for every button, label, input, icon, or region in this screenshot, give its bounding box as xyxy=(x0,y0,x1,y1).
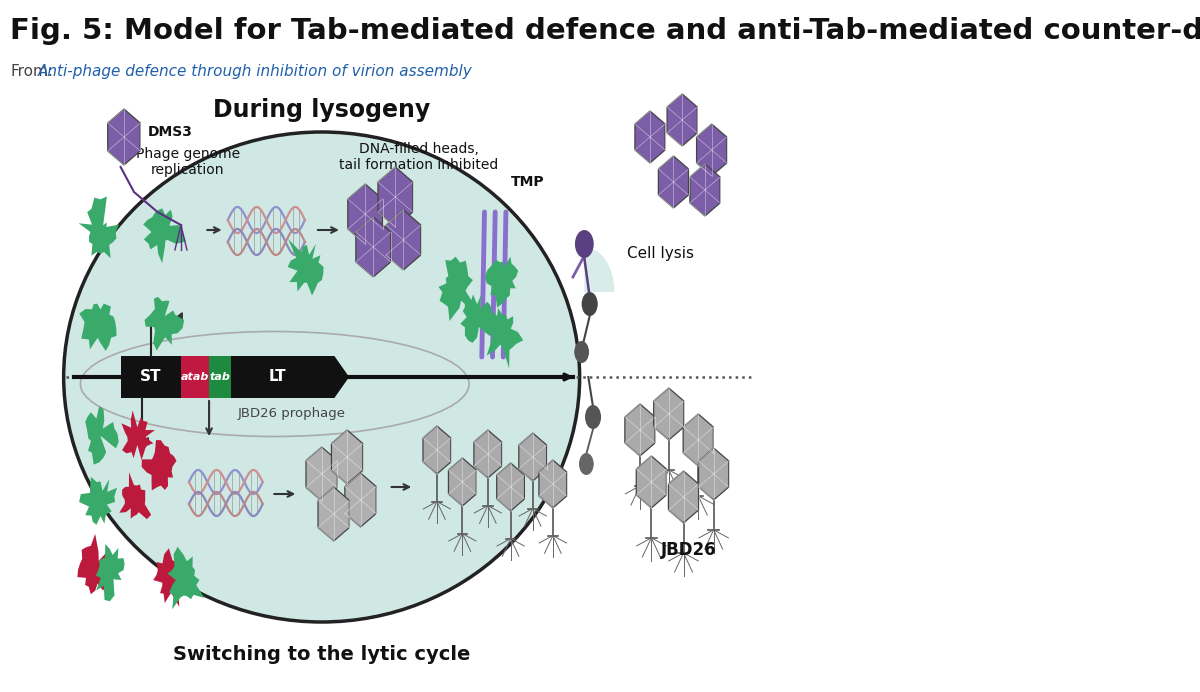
Polygon shape xyxy=(288,239,324,295)
Polygon shape xyxy=(449,458,476,506)
Text: DNA-filled heads,
tail formation inhibited: DNA-filled heads, tail formation inhibit… xyxy=(340,142,498,172)
Polygon shape xyxy=(168,547,204,610)
Polygon shape xyxy=(344,473,376,527)
Polygon shape xyxy=(486,308,523,369)
Text: Anti-phage defence through inhibition of virion assembly: Anti-phage defence through inhibition of… xyxy=(37,64,473,79)
Text: Fig. 5: Model for Tab-mediated defence and anti-Tab-mediated counter-defence.: Fig. 5: Model for Tab-mediated defence a… xyxy=(10,17,1200,45)
Polygon shape xyxy=(625,404,655,456)
Circle shape xyxy=(578,453,594,475)
Polygon shape xyxy=(386,210,421,270)
Polygon shape xyxy=(635,111,665,163)
Wedge shape xyxy=(584,247,614,292)
Text: JBD26 prophage: JBD26 prophage xyxy=(238,408,346,421)
Text: From:: From: xyxy=(10,64,53,79)
Polygon shape xyxy=(356,217,391,277)
Polygon shape xyxy=(119,472,151,519)
Ellipse shape xyxy=(64,132,580,622)
Circle shape xyxy=(575,341,589,363)
Polygon shape xyxy=(497,463,524,511)
Text: Phage genome
replication: Phage genome replication xyxy=(136,147,240,177)
Polygon shape xyxy=(696,124,727,176)
Polygon shape xyxy=(668,471,698,523)
Text: JBD26: JBD26 xyxy=(661,541,716,559)
Polygon shape xyxy=(474,430,502,478)
FancyBboxPatch shape xyxy=(209,356,230,398)
FancyBboxPatch shape xyxy=(181,356,209,398)
Polygon shape xyxy=(698,448,728,500)
Polygon shape xyxy=(636,456,666,508)
Polygon shape xyxy=(121,410,155,460)
Polygon shape xyxy=(143,208,186,263)
Polygon shape xyxy=(683,414,713,466)
Polygon shape xyxy=(378,167,413,227)
Polygon shape xyxy=(144,297,184,351)
Text: tab: tab xyxy=(209,372,230,382)
Polygon shape xyxy=(318,487,349,541)
Text: LT: LT xyxy=(269,370,286,385)
Circle shape xyxy=(575,230,594,258)
Polygon shape xyxy=(79,197,119,258)
Circle shape xyxy=(582,292,598,316)
Polygon shape xyxy=(77,534,114,594)
Text: DMS3: DMS3 xyxy=(148,125,192,139)
Polygon shape xyxy=(79,477,118,525)
Polygon shape xyxy=(306,447,337,501)
Polygon shape xyxy=(85,406,119,464)
Polygon shape xyxy=(348,184,383,244)
Polygon shape xyxy=(461,295,498,343)
Text: atab: atab xyxy=(181,372,209,382)
Polygon shape xyxy=(654,388,684,440)
Polygon shape xyxy=(331,430,362,484)
Polygon shape xyxy=(485,257,518,308)
FancyArrow shape xyxy=(230,356,349,398)
Text: TMP: TMP xyxy=(511,175,545,189)
Polygon shape xyxy=(142,440,176,491)
Polygon shape xyxy=(439,257,473,321)
FancyBboxPatch shape xyxy=(121,356,181,398)
Text: Cell lysis: Cell lysis xyxy=(626,246,694,262)
Polygon shape xyxy=(539,460,566,508)
Polygon shape xyxy=(154,548,186,607)
Text: During lysogeny: During lysogeny xyxy=(214,98,431,122)
Polygon shape xyxy=(518,433,547,481)
Polygon shape xyxy=(690,164,720,216)
Polygon shape xyxy=(79,304,116,351)
Text: ST: ST xyxy=(140,370,162,385)
Polygon shape xyxy=(108,109,140,165)
Text: Switching to the lytic cycle: Switching to the lytic cycle xyxy=(173,644,470,664)
Polygon shape xyxy=(659,156,689,208)
Polygon shape xyxy=(96,544,125,601)
Polygon shape xyxy=(667,94,697,146)
Circle shape xyxy=(586,405,601,429)
Polygon shape xyxy=(422,426,451,474)
